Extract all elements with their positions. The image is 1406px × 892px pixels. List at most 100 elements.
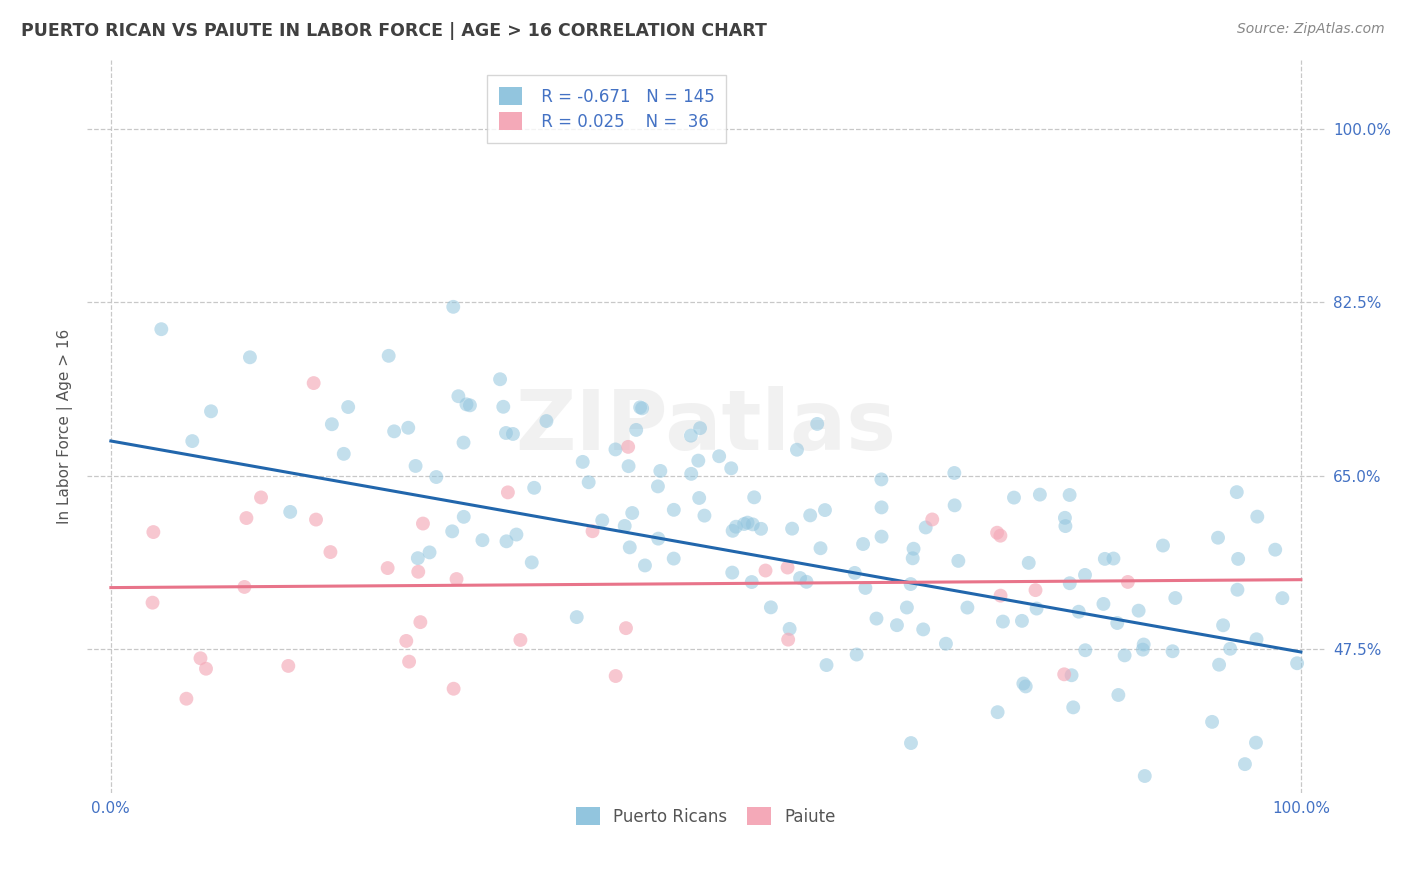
Point <box>742 491 765 505</box>
Point <box>446 572 468 586</box>
Point <box>855 581 877 595</box>
Point <box>628 401 651 415</box>
Point <box>1094 552 1116 566</box>
Point <box>741 517 763 532</box>
Point <box>852 537 875 551</box>
Point <box>458 398 481 412</box>
Point <box>425 470 447 484</box>
Point <box>278 505 301 519</box>
Point <box>492 400 515 414</box>
Text: ZIPatlas: ZIPatlas <box>516 385 897 467</box>
Point <box>810 541 832 556</box>
Point <box>621 506 644 520</box>
Point <box>1212 618 1234 632</box>
Point <box>634 558 657 573</box>
Point <box>1062 700 1084 714</box>
Point <box>495 425 517 440</box>
Point <box>921 512 943 526</box>
Point <box>870 500 893 515</box>
Point <box>986 525 1008 540</box>
Point <box>1264 542 1286 557</box>
Point <box>495 534 517 549</box>
Point <box>948 554 970 568</box>
Point <box>520 556 543 570</box>
Point <box>409 615 432 629</box>
Point <box>509 632 531 647</box>
Point <box>1133 769 1156 783</box>
Point <box>707 449 730 463</box>
Point <box>405 458 427 473</box>
Point <box>759 600 782 615</box>
Point <box>614 621 637 635</box>
Point <box>688 491 710 505</box>
Point <box>1092 597 1115 611</box>
Point <box>333 447 356 461</box>
Point <box>1227 552 1250 566</box>
Point <box>1132 638 1154 652</box>
Point <box>786 442 808 457</box>
Point <box>453 435 475 450</box>
Point <box>688 453 710 467</box>
Point <box>406 551 429 566</box>
Point <box>1286 657 1309 671</box>
Point <box>896 600 918 615</box>
Point <box>1201 714 1223 729</box>
Point <box>505 527 527 541</box>
Point <box>662 503 685 517</box>
Point <box>181 434 204 448</box>
Point <box>523 481 546 495</box>
Point <box>1132 642 1154 657</box>
Point <box>1059 576 1081 591</box>
Point <box>536 414 558 428</box>
Point <box>1053 667 1076 681</box>
Point <box>250 491 273 505</box>
Point <box>724 519 747 533</box>
Point <box>1011 614 1033 628</box>
Point <box>900 736 922 750</box>
Point <box>737 516 759 530</box>
Point <box>337 400 360 414</box>
Point <box>489 372 512 386</box>
Y-axis label: In Labor Force | Age > 16: In Labor Force | Age > 16 <box>58 328 73 524</box>
Point <box>943 466 966 480</box>
Point <box>578 475 600 490</box>
Point <box>789 571 811 585</box>
Point <box>195 662 218 676</box>
Point <box>235 511 257 525</box>
Point <box>1002 491 1025 505</box>
Point <box>1012 676 1035 690</box>
Point <box>1067 605 1090 619</box>
Point <box>377 349 399 363</box>
Point <box>903 541 925 556</box>
Point <box>912 623 935 637</box>
Point <box>1025 601 1047 615</box>
Point <box>406 565 429 579</box>
Point <box>776 560 799 574</box>
Point <box>886 618 908 632</box>
Point <box>447 389 470 403</box>
Point <box>1152 539 1174 553</box>
Point <box>1271 591 1294 606</box>
Point <box>377 561 399 575</box>
Point <box>617 440 640 454</box>
Point <box>900 577 922 591</box>
Point <box>496 485 519 500</box>
Point <box>720 461 742 475</box>
Point <box>502 427 524 442</box>
Point <box>233 580 256 594</box>
Point <box>845 648 868 662</box>
Text: PUERTO RICAN VS PAIUTE IN LABOR FORCE | AGE > 16 CORRELATION CHART: PUERTO RICAN VS PAIUTE IN LABOR FORCE | … <box>21 22 766 40</box>
Point <box>662 551 685 566</box>
Point <box>943 499 966 513</box>
Point <box>914 520 936 534</box>
Point <box>693 508 716 523</box>
Point <box>1107 688 1129 702</box>
Point <box>754 564 776 578</box>
Point <box>453 509 475 524</box>
Point <box>396 421 419 435</box>
Point <box>1116 574 1139 589</box>
Point <box>382 425 405 439</box>
Point <box>619 541 641 555</box>
Point <box>1208 657 1230 672</box>
Point <box>1059 488 1081 502</box>
